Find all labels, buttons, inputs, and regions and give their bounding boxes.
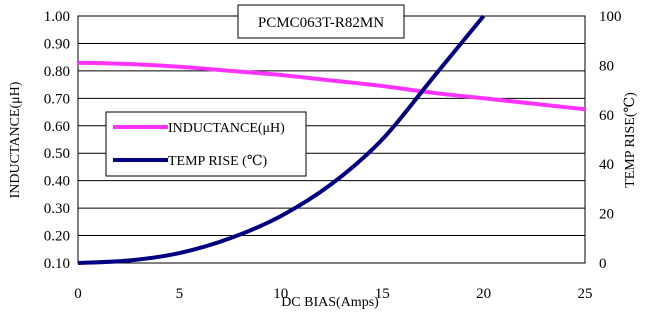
legend-label-inductance: INDUCTANCE(μH) [168,121,285,136]
y-left-axis-title: INDUCTANCE(μH) [8,81,23,198]
y-right-axis-title: TEMP RISE(℃) [623,92,638,188]
legend: INDUCTANCE(μH) TEMP RISE (℃) [105,111,307,177]
y-left-tick-label: 0.20 [44,229,70,245]
x-tick-label: 10 [273,286,288,302]
y-right-tick-label: 80 [599,58,614,74]
title-box: PCMC063T-R82MN [237,4,405,39]
tick-labels: 0.10 0.20 0.30 0.40 0.50 0.60 0.70 0.80 0.90 1.00… [44,9,622,302]
legend-label-temp-rise: TEMP RISE (℃) [168,154,267,169]
x-axis-title: DC BIAS(Amps) [281,295,379,310]
x-tick-label: 5 [176,286,184,302]
title-frame [237,4,405,39]
series-layer [77,14,586,265]
y-right-tick-label: 40 [599,157,614,173]
legend-frame [105,111,307,177]
y-right-tick-label: 20 [599,207,614,223]
y-right-tick-label: 0 [599,256,607,272]
y-left-tick-label: 0.80 [44,64,70,80]
y-left-tick-label: 0.90 [44,36,70,52]
y-left-tick-label: 0.10 [44,256,70,272]
y-left-tick-label: 1.00 [44,9,70,25]
chart-title: PCMC063T-R82MN [258,15,384,31]
x-tick-label: 25 [578,286,593,302]
x-tick-label: 15 [375,286,390,302]
y-right-tick-label: 100 [599,9,622,25]
y-left-tick-label: 0.40 [44,174,70,190]
series-line-temp-rise [77,14,486,265]
y-left-tick-label: 0.70 [44,91,70,107]
y-left-tick-label: 0.50 [44,146,70,162]
x-tick-label: 0 [74,286,82,302]
series-line-inductance [77,60,586,112]
y-left-tick-label: 0.60 [44,119,70,135]
y-left-tick-label: 0.30 [44,201,70,217]
y-right-tick-label: 60 [599,108,614,124]
x-tick-label: 20 [476,286,491,302]
